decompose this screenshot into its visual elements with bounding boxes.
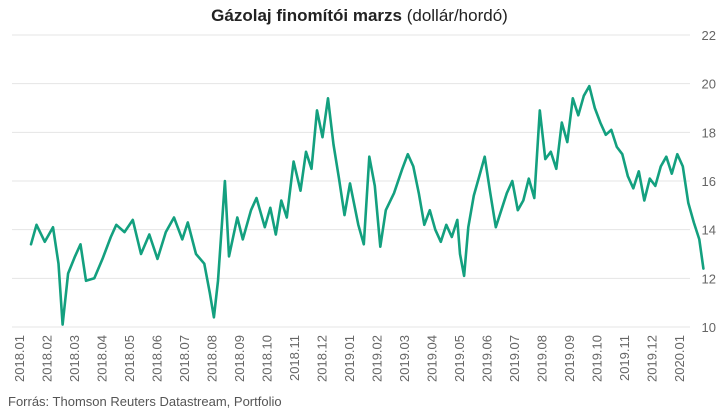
x-tick-label: 2018.11: [287, 335, 302, 381]
x-tick-label: 2019.12: [645, 335, 660, 382]
x-tick-label: 2018.12: [315, 335, 330, 382]
x-tick-label: 2019.09: [562, 335, 577, 382]
y-axis-ticks: 10 12 14 16 18 20 22: [702, 28, 716, 335]
x-tick-label: 2018.01: [12, 335, 27, 382]
x-tick-label: 2019.08: [535, 335, 550, 382]
x-tick-label: 2018.02: [40, 335, 55, 382]
y-tick-label: 14: [702, 223, 716, 238]
y-tick-label: 10: [702, 320, 716, 335]
x-tick-label: 2019.01: [342, 335, 357, 382]
x-tick-label: 2018.04: [95, 335, 110, 382]
x-tick-label: 2019.11: [617, 335, 632, 381]
x-tick-label: 2018.03: [67, 335, 82, 382]
x-axis-ticks: 2018.01 2018.02 2018.03 2018.04 2018.05 2018.…: [12, 335, 687, 382]
x-tick-label: 2020.01: [672, 335, 687, 382]
chart-title-unit: (dollár/hordó): [401, 6, 508, 25]
x-tick-label: 2019.03: [397, 335, 412, 382]
y-tick-label: 18: [702, 125, 716, 140]
series-layer: [29, 84, 705, 326]
chart-title: Gázolaj finomítói marzs (dollár/hordó): [0, 6, 719, 26]
y-tick-label: 16: [702, 174, 716, 189]
series-line: [29, 84, 705, 326]
x-tick-label: 2018.08: [205, 335, 220, 382]
x-tick-label: 2019.07: [507, 335, 522, 382]
x-tick-label: 2018.06: [150, 335, 165, 382]
x-tick-label: 2019.10: [590, 335, 605, 382]
grid-lines: [12, 34, 690, 328]
x-tick-label: 2019.04: [425, 335, 440, 382]
x-tick-label: 2018.10: [260, 335, 275, 382]
x-tick-label: 2019.06: [480, 335, 495, 382]
x-tick-label: 2019.05: [452, 335, 467, 382]
y-tick-label: 22: [702, 28, 716, 43]
y-tick-label: 12: [702, 271, 716, 286]
source-note: Forrás: Thomson Reuters Datastream, Port…: [8, 394, 282, 409]
x-tick-label: 2018.05: [122, 335, 137, 382]
chart-title-main: Gázolaj finomítói marzs: [211, 6, 402, 25]
x-tick-label: 2018.09: [232, 335, 247, 382]
x-tick-label: 2019.02: [370, 335, 385, 382]
y-tick-label: 20: [702, 77, 716, 92]
x-tick-label: 2018.07: [177, 335, 192, 382]
